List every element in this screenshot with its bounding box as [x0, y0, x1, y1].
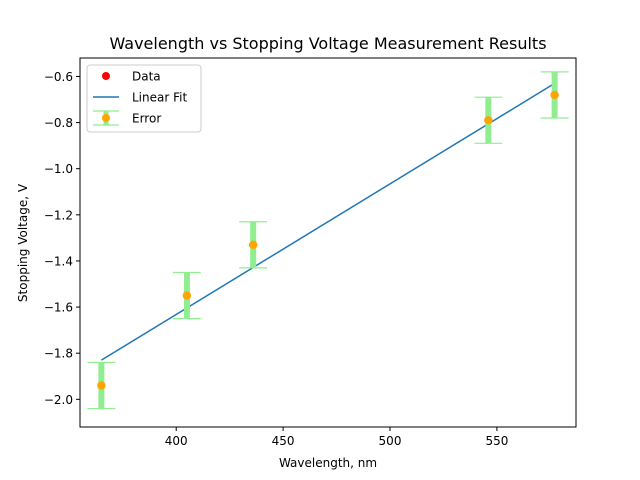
error-marker — [550, 90, 559, 100]
y-tick-label: −1.2 — [44, 208, 73, 222]
x-tick-label: 500 — [379, 434, 402, 448]
y-axis-label: Stopping Voltage, V — [16, 183, 30, 302]
x-tick-label: 550 — [485, 434, 508, 448]
axis-ticks: 400 450 500 550 −2.0 −1.8 −1.6 −1.4 −1.2 −1.0 −0.8… — [44, 70, 508, 448]
x-tick-label: 450 — [272, 434, 295, 448]
y-tick-label: −1.0 — [44, 162, 73, 176]
legend: Data Linear Fit Error — [86, 64, 202, 133]
fit-line — [100, 82, 556, 361]
chart-title: Wavelength vs Stopping Voltage Measureme… — [109, 34, 546, 53]
y-tick-label: −1.6 — [44, 301, 73, 315]
error-marker — [484, 116, 493, 125]
y-tick-label: −1.4 — [44, 254, 73, 268]
error-marker — [182, 291, 192, 300]
legend-label-fit: Linear Fit — [132, 91, 187, 105]
legend-label-data: Data — [132, 70, 161, 84]
legend-marker-data — [102, 72, 110, 80]
plot-area — [87, 71, 569, 410]
legend-marker-error-point — [102, 114, 110, 122]
plot-frame — [79, 57, 577, 428]
error-marker — [97, 381, 106, 390]
legend-label-error: Error — [132, 112, 161, 126]
legend-box — [86, 64, 202, 133]
y-tick-label: −0.6 — [44, 70, 73, 84]
y-tick-label: −0.8 — [44, 116, 73, 130]
x-axis-label: Wavelength, nm — [279, 456, 377, 470]
error-marker — [248, 240, 258, 250]
y-tick-label: −1.8 — [44, 347, 73, 361]
x-tick-label: 400 — [165, 434, 188, 448]
y-tick-label: −2.0 — [44, 393, 73, 407]
